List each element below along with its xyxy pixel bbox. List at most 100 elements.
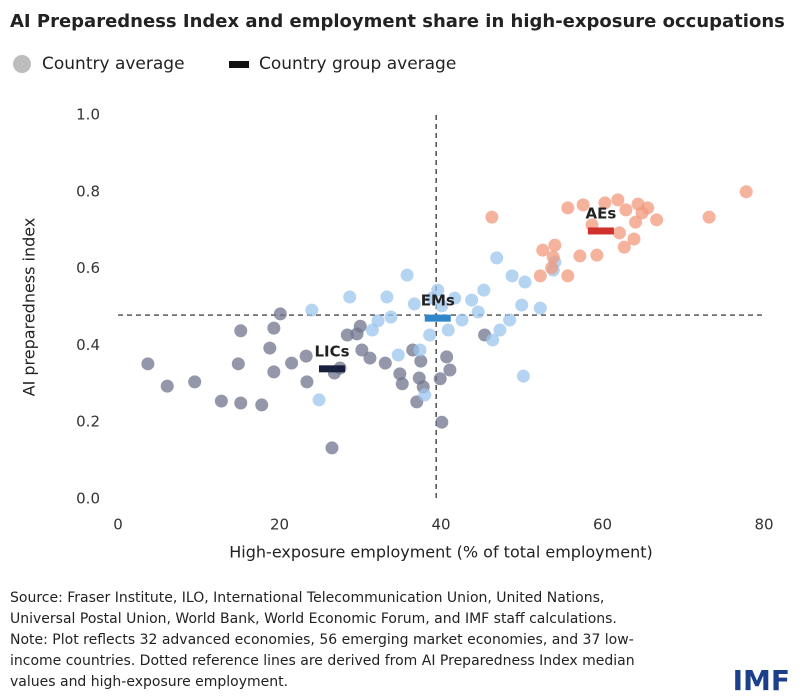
data-point bbox=[300, 375, 314, 389]
data-point bbox=[363, 351, 377, 365]
y-tick-label: 0.6 bbox=[76, 259, 100, 277]
data-point bbox=[435, 299, 449, 313]
legend-swatch bbox=[229, 61, 249, 68]
data-point bbox=[739, 185, 753, 199]
note-line: values and high-exposure employment. bbox=[10, 674, 288, 690]
data-point bbox=[391, 348, 405, 362]
data-point bbox=[380, 290, 394, 304]
legend-label: Country group average bbox=[259, 54, 456, 74]
x-tick-label: 40 bbox=[431, 516, 450, 534]
data-point bbox=[485, 210, 499, 224]
data-point bbox=[273, 307, 287, 321]
data-point bbox=[413, 343, 427, 357]
data-point bbox=[267, 365, 281, 379]
data-point bbox=[611, 193, 625, 207]
group-label: AEs bbox=[585, 204, 616, 222]
data-point bbox=[188, 375, 202, 389]
data-point bbox=[407, 297, 421, 311]
data-point bbox=[312, 393, 326, 407]
data-point bbox=[141, 357, 155, 371]
data-point bbox=[516, 369, 530, 383]
data-point bbox=[440, 350, 454, 364]
data-point bbox=[536, 243, 550, 257]
data-point bbox=[548, 238, 562, 252]
x-tick-label: 20 bbox=[270, 516, 289, 534]
data-point bbox=[702, 210, 716, 224]
data-point bbox=[371, 314, 385, 328]
y-tick-label: 1.0 bbox=[76, 106, 100, 124]
data-point bbox=[545, 261, 559, 275]
data-point bbox=[355, 343, 369, 357]
data-point bbox=[546, 250, 560, 264]
data-point bbox=[267, 321, 281, 335]
data-point bbox=[493, 323, 507, 337]
x-tick-label: 0 bbox=[113, 516, 123, 534]
x-axis-label: High-exposure employment (% of total emp… bbox=[229, 543, 652, 562]
data-point bbox=[435, 415, 449, 429]
data-point bbox=[340, 328, 354, 342]
data-point bbox=[431, 283, 445, 297]
note-line: Note: Plot reflects 32 advanced economie… bbox=[10, 632, 634, 648]
group-label: EMs bbox=[421, 292, 455, 310]
data-point bbox=[234, 324, 248, 338]
data-point bbox=[214, 394, 228, 408]
data-point bbox=[231, 357, 245, 371]
y-tick-label: 0.2 bbox=[76, 413, 100, 431]
data-point bbox=[418, 388, 432, 402]
data-point bbox=[612, 226, 626, 240]
data-point bbox=[590, 248, 604, 262]
data-point bbox=[414, 354, 428, 368]
data-point bbox=[573, 249, 587, 263]
note-line: income countries. Dotted reference lines… bbox=[10, 653, 635, 669]
data-point bbox=[160, 379, 174, 393]
data-point bbox=[343, 290, 357, 304]
note-line: Source: Fraser Institute, ILO, Internati… bbox=[10, 590, 604, 606]
y-tick-label: 0.4 bbox=[76, 336, 100, 354]
group-label: LICs bbox=[314, 342, 349, 360]
data-point bbox=[433, 372, 447, 386]
data-point bbox=[384, 310, 398, 324]
data-point bbox=[423, 328, 437, 342]
data-point bbox=[455, 313, 469, 327]
note-line: Universal Postal Union, World Bank, Worl… bbox=[10, 611, 617, 627]
logo: IMF bbox=[733, 664, 790, 697]
data-point bbox=[561, 201, 575, 215]
data-point bbox=[465, 293, 479, 307]
data-point bbox=[515, 298, 529, 312]
data-point bbox=[598, 196, 612, 210]
data-point bbox=[627, 232, 641, 246]
data-point bbox=[518, 275, 532, 289]
chart-title: AI Preparedness Index and employment sha… bbox=[10, 11, 785, 32]
x-tick-label: 80 bbox=[754, 516, 773, 534]
data-point bbox=[505, 269, 519, 283]
data-point bbox=[641, 201, 655, 215]
data-point bbox=[441, 323, 455, 337]
data-point bbox=[533, 301, 547, 315]
group-average bbox=[318, 365, 345, 373]
legend-swatch bbox=[13, 55, 31, 73]
data-point bbox=[393, 367, 407, 381]
y-axis-label: AI preparedness index bbox=[20, 218, 39, 397]
data-point bbox=[325, 441, 339, 455]
data-point bbox=[443, 363, 457, 377]
group-average bbox=[424, 314, 451, 322]
data-point bbox=[285, 356, 299, 370]
x-tick-label: 60 bbox=[593, 516, 612, 534]
data-point bbox=[353, 319, 367, 333]
data-point bbox=[448, 291, 462, 305]
data-point bbox=[400, 268, 414, 282]
y-tick-label: 0.8 bbox=[76, 182, 100, 200]
data-point bbox=[490, 251, 504, 265]
data-point bbox=[305, 303, 319, 317]
data-point bbox=[378, 356, 392, 370]
data-point bbox=[576, 198, 590, 212]
data-point bbox=[255, 398, 269, 412]
data-point bbox=[299, 349, 313, 363]
data-point bbox=[561, 269, 575, 283]
data-point bbox=[533, 269, 547, 283]
data-point bbox=[629, 215, 643, 229]
data-point bbox=[503, 313, 517, 327]
data-point bbox=[471, 305, 485, 319]
data-point bbox=[619, 203, 633, 217]
